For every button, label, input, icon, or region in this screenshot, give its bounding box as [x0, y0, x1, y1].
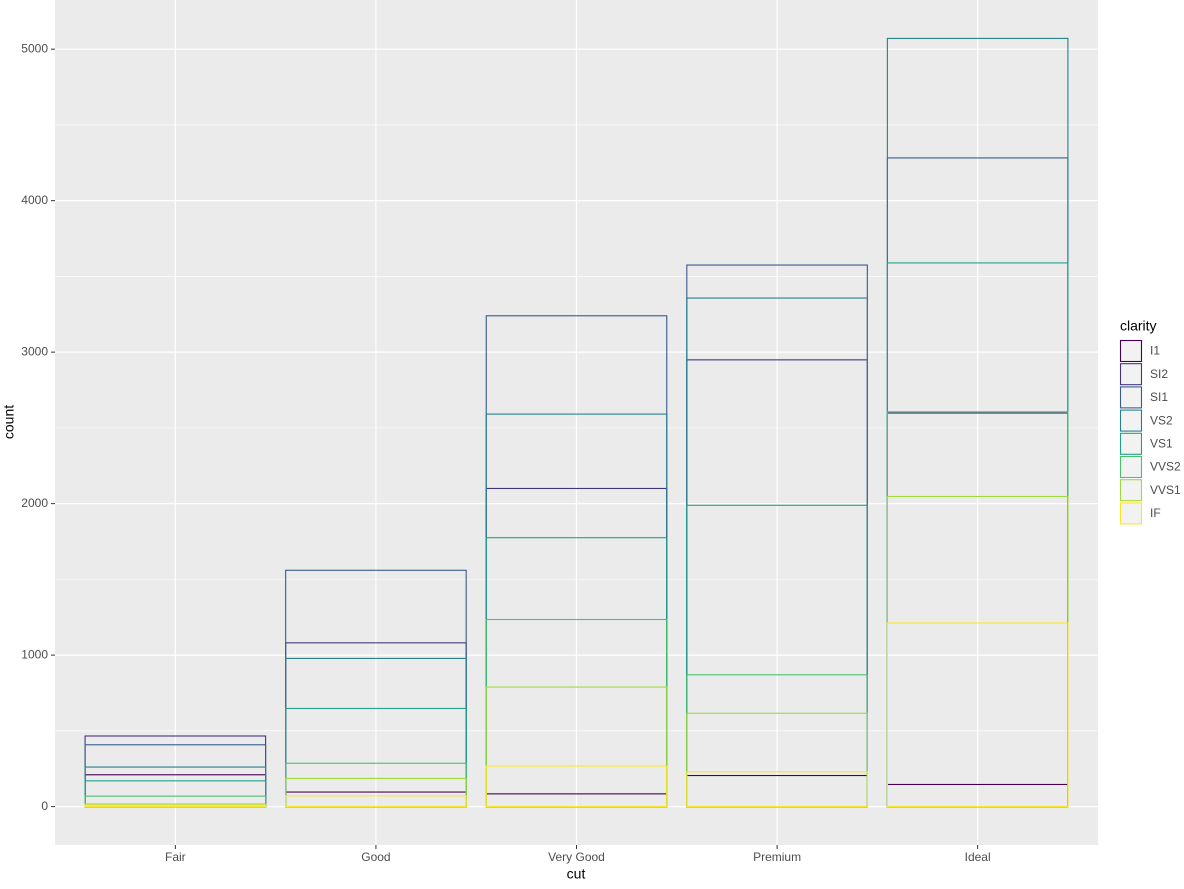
y-tick-label: 3000: [21, 344, 48, 358]
legend-label: VVS1: [1150, 483, 1181, 497]
legend-key: [1119, 339, 1143, 363]
y-tick-label: 5000: [21, 41, 48, 55]
legend-key: [1119, 386, 1143, 409]
legend-key: [1119, 432, 1143, 455]
x-axis-label: cut: [567, 866, 586, 882]
legend-key: [1119, 363, 1143, 386]
bar: [485, 765, 668, 808]
legend-label: VS2: [1150, 413, 1173, 427]
bar: [285, 795, 467, 808]
bar: [84, 804, 267, 808]
legend-label: I1: [1150, 344, 1160, 358]
legend-key: [1119, 502, 1143, 525]
x-tick-label: Premium: [753, 850, 801, 864]
x-tick-label: Very Good: [548, 850, 605, 864]
y-axis-label: count: [1, 405, 17, 439]
legend-label: SI2: [1150, 367, 1168, 381]
x-tick-label: Ideal: [965, 850, 991, 864]
legend-label: VVS2: [1150, 460, 1181, 474]
bar: [686, 771, 868, 808]
legend-label: VS1: [1150, 436, 1173, 450]
x-tick-label: Good: [361, 850, 390, 864]
y-tick-label: 2000: [21, 496, 48, 510]
y-tick-label: 1000: [21, 647, 48, 661]
y-tick-label: 0: [41, 799, 48, 813]
y-tick-label: 4000: [21, 193, 48, 207]
x-tick-label: Fair: [165, 850, 186, 864]
legend-label: IF: [1150, 506, 1161, 520]
legend-title: clarity: [1120, 318, 1157, 334]
legend-key: [1119, 479, 1143, 502]
legend-key: [1119, 455, 1143, 479]
bar: [886, 622, 1069, 808]
legend-label: SI1: [1150, 390, 1168, 404]
legend-key: [1119, 409, 1143, 432]
